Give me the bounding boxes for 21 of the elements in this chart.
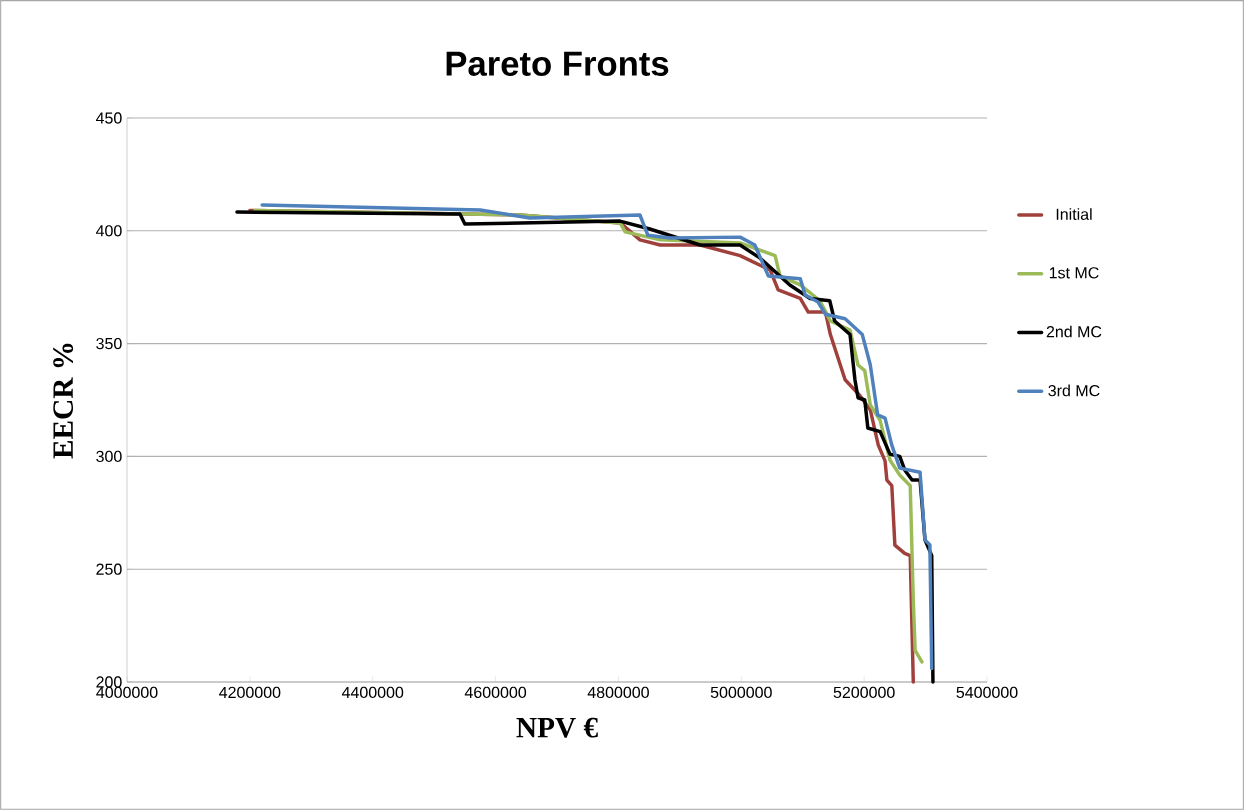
x-tick-label: 4600000: [464, 686, 527, 699]
y-tick-label: 250: [96, 563, 122, 575]
y-tick-label: 450: [95, 112, 122, 124]
y-tick-label: 300: [96, 450, 122, 463]
x-tick-label: 4800000: [587, 686, 649, 699]
x-tick-label: 4200000: [219, 686, 281, 699]
legend-label: 2nd MC: [1046, 325, 1102, 338]
legend-label: 3rd MC: [1048, 384, 1100, 397]
y-tick-label: 400: [95, 225, 122, 237]
x-tick-label: 5000000: [710, 686, 772, 699]
x-axis-title: NPV €: [516, 717, 598, 738]
chart-title: Pareto Fronts: [446, 51, 669, 76]
y-tick-label: 350: [96, 337, 122, 350]
x-tick-label: 5200000: [833, 686, 895, 699]
x-tick-label: 4000000: [96, 686, 158, 699]
legend-label: 1st MC: [1049, 267, 1099, 279]
legend-label: Initial: [1056, 208, 1092, 220]
x-tick-label: 4400000: [341, 686, 404, 699]
x-tick-label: 5400000: [956, 686, 1018, 699]
y-tick-label: 200: [96, 676, 122, 688]
y-axis-title: EECR %: [53, 343, 74, 459]
